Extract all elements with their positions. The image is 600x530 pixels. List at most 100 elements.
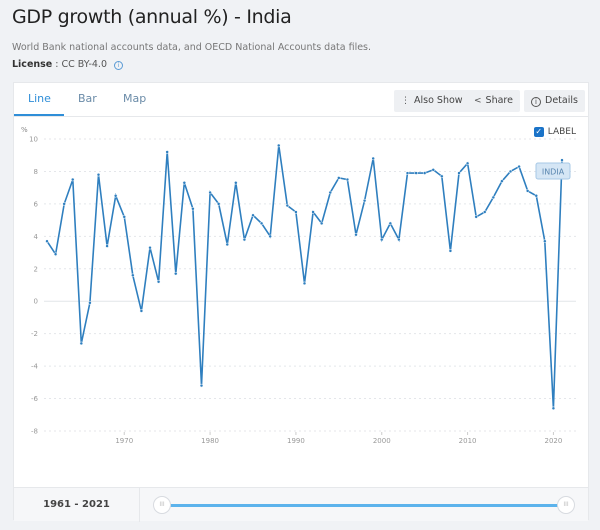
info-circle-icon: i (531, 97, 541, 107)
data-point[interactable] (448, 249, 453, 253)
data-point[interactable] (285, 203, 290, 208)
data-point[interactable] (422, 171, 427, 175)
also-show-label: Also Show (414, 95, 463, 106)
data-point[interactable] (405, 171, 410, 175)
y-tick-label: -2 (31, 330, 38, 338)
data-point[interactable] (122, 215, 126, 219)
range-end-handle[interactable]: III (557, 496, 575, 514)
y-tick-label: 2 (34, 265, 38, 273)
data-point[interactable] (517, 164, 521, 169)
range-start-handle[interactable]: III (153, 496, 171, 514)
data-point[interactable] (534, 194, 538, 198)
details-label: Details (545, 95, 578, 106)
data-point[interactable] (88, 301, 92, 305)
y-tick-label: 0 (34, 298, 38, 306)
data-point[interactable] (182, 181, 187, 185)
data-point[interactable] (397, 237, 401, 242)
data-point[interactable] (465, 161, 470, 166)
data-point[interactable] (491, 195, 496, 200)
data-point[interactable] (225, 242, 229, 247)
data-point[interactable] (483, 210, 487, 214)
data-point[interactable] (208, 190, 212, 195)
details-button[interactable]: i Details (524, 90, 585, 112)
data-point[interactable] (113, 194, 118, 198)
data-point[interactable] (431, 168, 435, 172)
data-point[interactable] (45, 239, 49, 243)
data-point[interactable] (234, 181, 238, 185)
data-point[interactable] (216, 202, 221, 206)
data-point[interactable] (543, 239, 547, 243)
label-toggle-text: LABEL (547, 127, 576, 137)
data-point[interactable] (251, 213, 255, 217)
range-slider-track[interactable] (166, 504, 568, 507)
data-point[interactable] (174, 271, 178, 276)
data-point[interactable] (53, 252, 58, 256)
share-icon: < (474, 96, 482, 106)
data-point[interactable] (199, 383, 204, 388)
data-point[interactable] (105, 244, 109, 248)
also-show-button[interactable]: ⋮ Also Show (394, 90, 470, 112)
data-point[interactable] (414, 171, 418, 175)
active-tab-indicator (14, 114, 64, 116)
data-point[interactable] (345, 177, 350, 182)
data-point[interactable] (474, 215, 478, 219)
license-value: : CC BY-4.0 (55, 59, 107, 70)
data-point[interactable] (294, 210, 298, 214)
data-point[interactable] (508, 169, 513, 174)
x-tick-label: 2020 (545, 437, 563, 445)
data-point[interactable] (440, 174, 444, 179)
label-checkbox[interactable]: ✓ (533, 127, 544, 137)
data-point[interactable] (328, 190, 332, 195)
y-tick-label: 4 (34, 233, 39, 241)
data-point[interactable] (457, 171, 461, 175)
data-point[interactable] (362, 198, 367, 203)
data-point[interactable] (148, 245, 152, 250)
range-label: 1961 - 2021 (14, 488, 140, 522)
data-point[interactable] (165, 150, 169, 154)
data-point[interactable] (388, 221, 393, 226)
x-tick-label: 1990 (287, 437, 305, 445)
line-chart: % 10 8 6 4 2 0 -2 -4 -6 -8 1970 1980 1990 2000 2010 20… (21, 126, 576, 445)
data-point[interactable] (139, 309, 144, 313)
info-circle-icon[interactable]: i (114, 61, 124, 70)
x-tick-label: 1980 (201, 437, 219, 445)
data-point[interactable] (96, 172, 101, 177)
data-point[interactable] (62, 202, 66, 206)
data-point[interactable] (277, 143, 281, 148)
x-tick-label: 1970 (115, 437, 133, 445)
data-point[interactable] (242, 237, 247, 242)
vertical-dots-icon: ⋮ (401, 96, 410, 106)
tab-bar[interactable]: Bar (78, 92, 97, 105)
data-point[interactable] (311, 210, 315, 214)
label-toggle[interactable]: ✓ LABEL (533, 127, 576, 137)
tab-map[interactable]: Map (123, 92, 147, 105)
data-point[interactable] (500, 179, 504, 183)
data-point[interactable] (268, 234, 272, 239)
data-point[interactable] (371, 156, 375, 161)
y-tick-label: -4 (31, 363, 39, 371)
data-point[interactable] (551, 406, 556, 411)
license-line: License : CC BY-4.0 i (12, 59, 124, 70)
data-point[interactable] (337, 176, 341, 180)
series-label-india: INDIA (535, 162, 571, 180)
data-point[interactable] (131, 273, 135, 278)
x-tick-label: 2010 (459, 437, 477, 445)
y-tick-label: -6 (31, 395, 39, 403)
data-point[interactable] (354, 232, 358, 237)
data-point[interactable] (380, 237, 384, 242)
data-point[interactable] (259, 221, 264, 226)
data-point[interactable] (191, 207, 195, 211)
data-point[interactable] (319, 221, 324, 226)
data-point[interactable] (525, 189, 530, 193)
share-button[interactable]: < Share (467, 90, 520, 112)
data-point[interactable] (156, 280, 161, 284)
series-line-india (46, 145, 563, 409)
series-label-text: INDIA (542, 168, 565, 177)
x-tick-label: 2000 (373, 437, 391, 445)
tab-line[interactable]: Line (28, 92, 51, 105)
data-point[interactable] (71, 177, 75, 182)
data-point[interactable] (302, 281, 307, 286)
y-axis-unit: % (21, 126, 28, 134)
data-point[interactable] (79, 341, 84, 346)
data-point[interactable] (560, 158, 564, 162)
